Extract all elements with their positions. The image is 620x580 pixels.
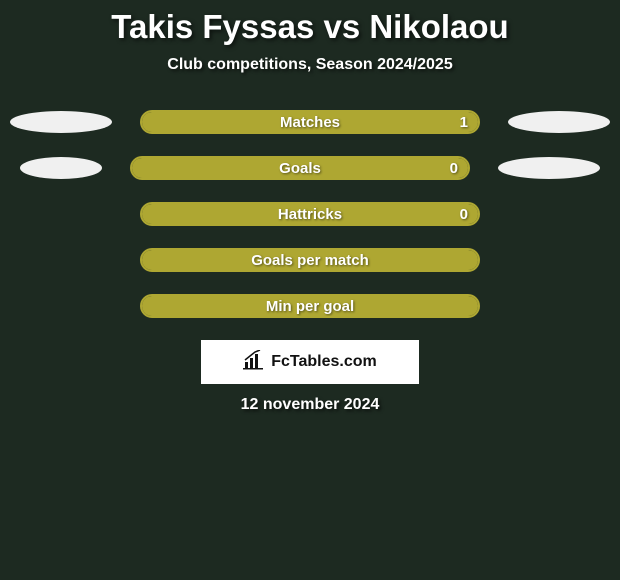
stat-bar: Matches1 <box>140 110 480 134</box>
logo-box: FcTables.com <box>201 340 419 384</box>
left-ellipse <box>10 111 112 133</box>
stat-bar: Hattricks0 <box>140 202 480 226</box>
stat-row: Min per goal <box>0 294 620 318</box>
right-ellipse <box>498 157 600 179</box>
subtitle: Club competitions, Season 2024/2025 <box>0 56 620 74</box>
stat-label: Min per goal <box>142 296 478 316</box>
stat-rows: Matches1Goals0Hattricks0Goals per matchM… <box>0 110 620 318</box>
stat-label: Hattricks <box>142 204 478 224</box>
stat-value: 1 <box>460 112 468 132</box>
stat-label: Goals per match <box>142 250 478 270</box>
date-text: 12 november 2024 <box>0 396 620 414</box>
stat-label: Matches <box>142 112 478 132</box>
stat-value: 0 <box>460 204 468 224</box>
stat-bar: Goals per match <box>140 248 480 272</box>
stat-bar: Goals0 <box>130 156 470 180</box>
left-ellipse <box>20 157 102 179</box>
comparison-infographic: Takis Fyssas vs Nikolaou Club competitio… <box>0 0 620 414</box>
right-ellipse <box>508 111 610 133</box>
stat-row: Hattricks0 <box>0 202 620 226</box>
stat-row: Matches1 <box>0 110 620 134</box>
stat-value: 0 <box>450 158 458 178</box>
logo-text: FcTables.com <box>271 353 377 371</box>
stat-bar: Min per goal <box>140 294 480 318</box>
stat-row: Goals0 <box>0 156 620 180</box>
page-title: Takis Fyssas vs Nikolaou <box>0 8 620 46</box>
stat-label: Goals <box>132 158 468 178</box>
bar-chart-icon <box>243 350 265 375</box>
stat-row: Goals per match <box>0 248 620 272</box>
